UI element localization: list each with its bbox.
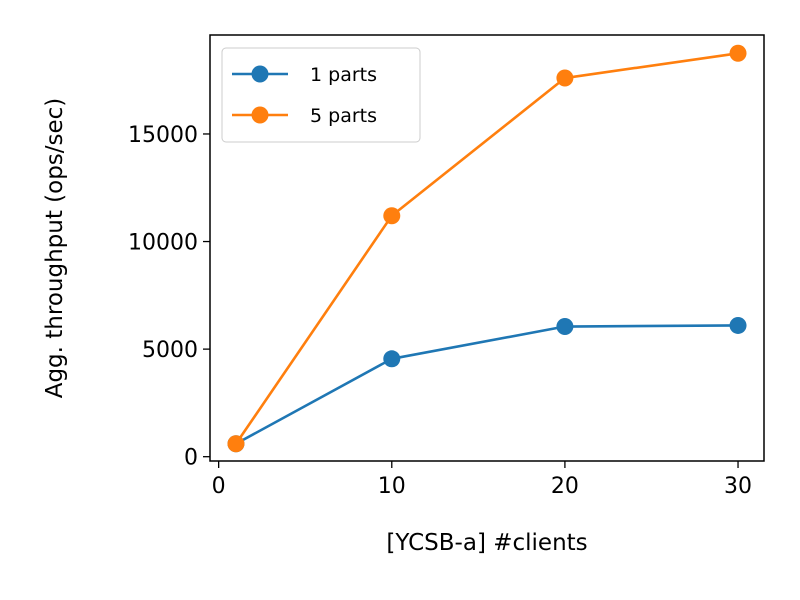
data-point: [556, 69, 574, 87]
data-point: [729, 316, 747, 334]
data-point: [227, 435, 245, 453]
legend: 1 parts 5 parts: [221, 47, 421, 143]
x-tick-label: 0: [212, 474, 226, 499]
data-point: [383, 350, 401, 368]
y-tick-label: 10000: [128, 231, 198, 256]
series-line: [234, 52, 739, 445]
data-point: [729, 44, 747, 62]
x-tick-label: 10: [378, 474, 406, 499]
y-tick-label: 15000: [128, 123, 198, 148]
x-axis-ticks: 0 10 20 30: [212, 461, 752, 499]
legend-marker: [251, 106, 269, 124]
series-layer: [227, 44, 747, 453]
legend-box: [221, 47, 421, 143]
data-point: [383, 207, 401, 225]
legend-label: 1 parts: [310, 64, 377, 86]
series-1: [227, 316, 747, 453]
y-tick-label: 5000: [142, 338, 198, 363]
x-axis-label: [YCSB-a] #clients: [386, 530, 587, 556]
data-point: [556, 318, 574, 336]
series-line: [235, 324, 739, 445]
y-axis-ticks: 0 5000 10000 15000: [128, 123, 210, 471]
plot-area-frame: [209, 34, 765, 462]
legend-label: 5 parts: [310, 105, 377, 127]
x-tick-label: 30: [724, 474, 752, 499]
y-tick-label: 0: [184, 446, 198, 471]
series-2: [227, 44, 747, 453]
legend-marker: [251, 65, 269, 83]
y-axis-label: Agg. throughput (ops/sec): [42, 98, 68, 399]
x-tick-label: 20: [551, 474, 579, 499]
